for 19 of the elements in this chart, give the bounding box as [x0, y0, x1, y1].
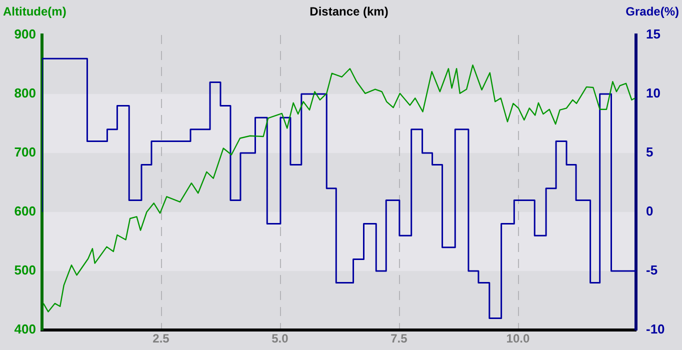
- y2-axis-title: Grade(%): [626, 4, 680, 18]
- x-tick-label: 5.0: [272, 332, 289, 346]
- y-tick-label: 500: [14, 262, 36, 278]
- y2-tick-label: -5: [646, 262, 658, 278]
- y-axis-title: Altitude(m): [3, 4, 66, 18]
- y2-tick-label: 5: [646, 144, 654, 160]
- y2-tick-label: 15: [646, 26, 660, 42]
- y-tick-label: 800: [14, 86, 36, 101]
- y-tick-label: 600: [14, 204, 36, 219]
- x-tick-label: 2.5: [152, 332, 170, 346]
- x-axis-title: Distance (km): [310, 4, 388, 18]
- y-tick-label: 900: [14, 26, 36, 42]
- x-tick-label: 7.5: [390, 332, 408, 346]
- y2-tick-label: 0: [646, 204, 654, 219]
- y-tick-label: 700: [14, 144, 36, 160]
- x-tick-label: 10.0: [506, 332, 530, 346]
- y-tick-label: 400: [14, 322, 36, 337]
- y2-tick-label: -10: [646, 322, 665, 337]
- y2-tick-label: 10: [646, 86, 660, 101]
